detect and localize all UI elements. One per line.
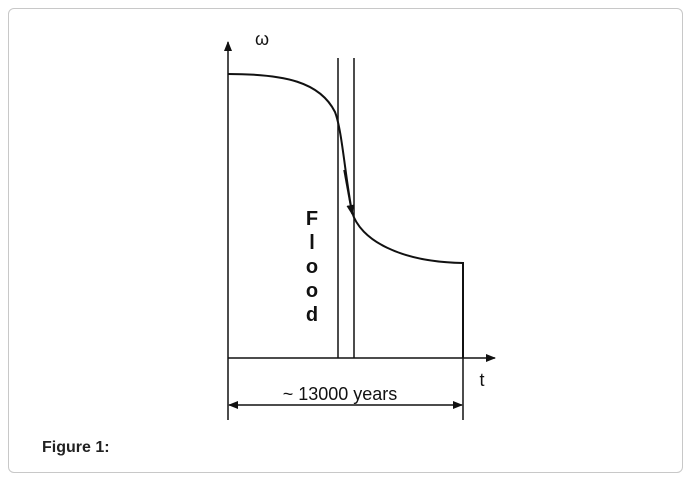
omega-curve [227,73,464,358]
flood-label: Flood [301,208,323,328]
caption: Figure 1: [42,439,110,456]
figure-frame [8,8,683,473]
drop-arrow [343,169,355,215]
span-label: ~ 13000 years [283,384,398,404]
x-axis-label: t [479,370,484,390]
y-axis-label: ω [255,29,269,49]
